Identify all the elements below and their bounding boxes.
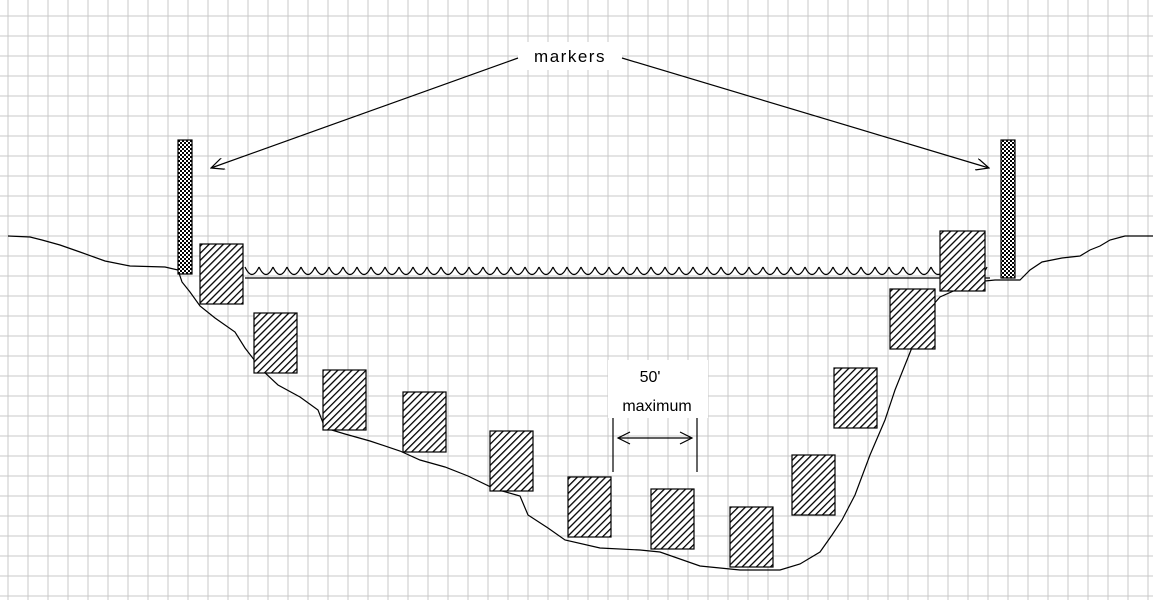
spacing-arrowhead-left bbox=[616, 431, 631, 445]
sample-block bbox=[650, 488, 695, 550]
spacing-arrowhead-right bbox=[679, 431, 694, 445]
water-surface-waves bbox=[244, 266, 988, 276]
wave-scallops bbox=[244, 266, 988, 276]
marker-post-right bbox=[1000, 139, 1016, 279]
sample-blocks bbox=[199, 230, 986, 568]
sample-block bbox=[489, 430, 534, 492]
sample-block bbox=[729, 506, 774, 568]
marker-post-left bbox=[177, 139, 193, 275]
channel-bed-profile bbox=[7, 235, 1153, 571]
spacing-value-label: 50' bbox=[640, 369, 661, 386]
sample-block bbox=[253, 312, 298, 374]
spacing-qualifier-label: maximum bbox=[622, 398, 691, 415]
markers-label-background bbox=[518, 42, 622, 70]
sample-block bbox=[322, 369, 367, 431]
sample-block bbox=[199, 243, 244, 305]
sample-block bbox=[791, 454, 836, 516]
markers-label: markers bbox=[534, 47, 606, 66]
sample-block bbox=[567, 476, 612, 538]
sample-block bbox=[889, 288, 936, 350]
sample-block bbox=[402, 391, 447, 453]
spacing-label-background bbox=[608, 360, 708, 418]
markers-arrow-right bbox=[621, 57, 989, 168]
markers-arrow-left bbox=[211, 57, 519, 168]
sample-block bbox=[939, 230, 986, 292]
sample-block bbox=[833, 367, 878, 429]
